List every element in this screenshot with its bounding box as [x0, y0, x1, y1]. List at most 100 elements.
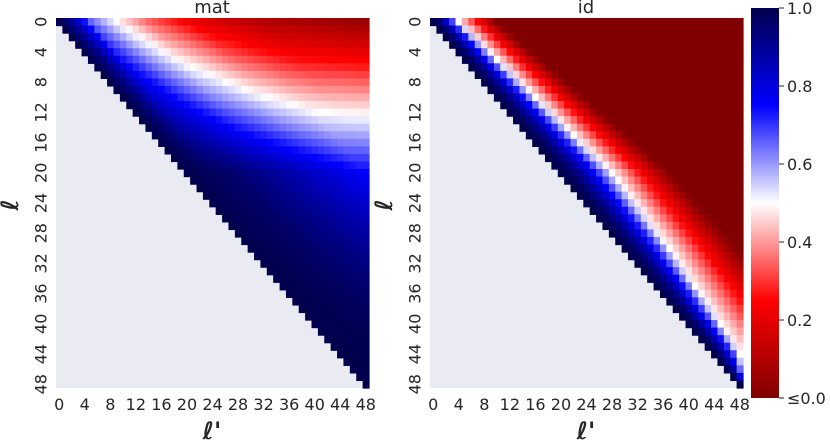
- heatmap-cell: [659, 40, 667, 49]
- heatmap-cell: [596, 70, 604, 80]
- heatmap-cell: [311, 236, 319, 246]
- heatmap-cell: [730, 48, 738, 57]
- heatmap-cell: [717, 78, 725, 87]
- heatmap-cell: [139, 116, 147, 125]
- heatmap-cell: [596, 101, 604, 110]
- heatmap-cell: [228, 70, 236, 80]
- heatmap-cell: [356, 33, 364, 42]
- heatmap-cell: [190, 70, 198, 80]
- x-tick-label: 48: [730, 395, 750, 414]
- heatmap-cell: [596, 55, 604, 64]
- heatmap-cell: [730, 229, 738, 238]
- heatmap-cell: [324, 252, 332, 261]
- heatmap-cell: [698, 236, 706, 246]
- heatmap-cell: [513, 85, 521, 95]
- heatmap-cell: [209, 138, 217, 147]
- heatmap-cell: [356, 327, 364, 336]
- heatmap-cell: [266, 252, 274, 261]
- heatmap-cell: [330, 55, 338, 64]
- heatmap-cell: [653, 108, 661, 117]
- heatmap-cell: [343, 357, 351, 366]
- heatmap-cell: [183, 85, 191, 95]
- heatmap-cell: [730, 335, 738, 344]
- heatmap-cell: [589, 184, 597, 193]
- heatmap-cell: [640, 221, 648, 231]
- heatmap-cell: [311, 131, 319, 140]
- heatmap-cell: [94, 18, 102, 27]
- heatmap-cell: [343, 206, 351, 215]
- heatmap-cell: [711, 221, 719, 231]
- heatmap-cell: [292, 55, 300, 64]
- heatmap-cell: [538, 25, 546, 34]
- heatmap-cell: [241, 169, 249, 178]
- heatmap-cell: [723, 153, 731, 163]
- heatmap-cell: [436, 25, 444, 34]
- heatmap-cell: [583, 146, 591, 155]
- heatmap-cell: [621, 138, 629, 147]
- heatmap-cell: [564, 101, 572, 110]
- heatmap-cell: [362, 161, 370, 170]
- heatmap-cell: [330, 108, 338, 117]
- heatmap-cell: [717, 184, 725, 193]
- heatmap-cell: [151, 63, 159, 72]
- heatmap-cell: [266, 153, 274, 163]
- heatmap-cell: [337, 335, 345, 344]
- heatmap-cell: [202, 18, 210, 27]
- heatmap-cell: [564, 123, 572, 132]
- heatmap-cell: [285, 131, 293, 140]
- heatmap-cell: [711, 85, 719, 95]
- heatmap-cell: [628, 153, 636, 163]
- heatmap-cell: [266, 146, 274, 155]
- heatmap-cell: [356, 372, 364, 382]
- heatmap-cell: [615, 48, 623, 57]
- heatmap-cell: [279, 48, 287, 57]
- heatmap-cell: [602, 146, 610, 155]
- heatmap-cell: [653, 116, 661, 125]
- heatmap-cell: [183, 78, 191, 87]
- heatmap-cell: [704, 229, 712, 238]
- heatmap-cell: [685, 184, 693, 193]
- heatmap-cell: [672, 63, 680, 72]
- heatmap-cell: [736, 267, 744, 276]
- heatmap-cell: [279, 33, 287, 42]
- heatmap-cell: [730, 33, 738, 42]
- heatmap-cell: [343, 33, 351, 42]
- heatmap-cell: [576, 63, 584, 72]
- heatmap-cell: [596, 153, 604, 163]
- heatmap-cell: [343, 312, 351, 321]
- heatmap-cell: [711, 18, 719, 27]
- heatmap-cell: [608, 48, 616, 57]
- heatmap-cell: [151, 18, 159, 27]
- heatmap-cell: [666, 199, 674, 208]
- heatmap-cell: [538, 138, 546, 147]
- heatmap-cell: [330, 214, 338, 223]
- heatmap-cell: [234, 33, 242, 42]
- heatmap-cell: [317, 244, 325, 253]
- heatmap-cell: [279, 63, 287, 72]
- heatmap-cell: [698, 169, 706, 178]
- heatmap-cell: [596, 48, 604, 57]
- heatmap-cell: [209, 108, 217, 117]
- heatmap-cell: [119, 48, 127, 57]
- heatmap-cell: [285, 25, 293, 34]
- heatmap-cell: [608, 40, 616, 49]
- heatmap-cell: [292, 184, 300, 193]
- heatmap-cell: [519, 116, 527, 125]
- y-tick-label: 36: [406, 283, 425, 303]
- heatmap-cell: [564, 33, 572, 42]
- heatmap-cell: [100, 63, 108, 72]
- heatmap-cell: [596, 33, 604, 42]
- heatmap-cell: [311, 312, 319, 321]
- heatmap-cell: [596, 161, 604, 170]
- heatmap-cell: [151, 85, 159, 95]
- heatmap-cell: [730, 108, 738, 117]
- heatmap-cell: [305, 214, 313, 223]
- heatmap-cell: [317, 63, 325, 72]
- heatmap-cell: [691, 304, 699, 314]
- heatmap-cell: [506, 40, 514, 49]
- heatmap-cell: [621, 55, 629, 64]
- heatmap-cell: [273, 169, 281, 178]
- heatmap-cell: [647, 123, 655, 132]
- heatmap-cell: [634, 131, 642, 140]
- heatmap-cell: [711, 40, 719, 49]
